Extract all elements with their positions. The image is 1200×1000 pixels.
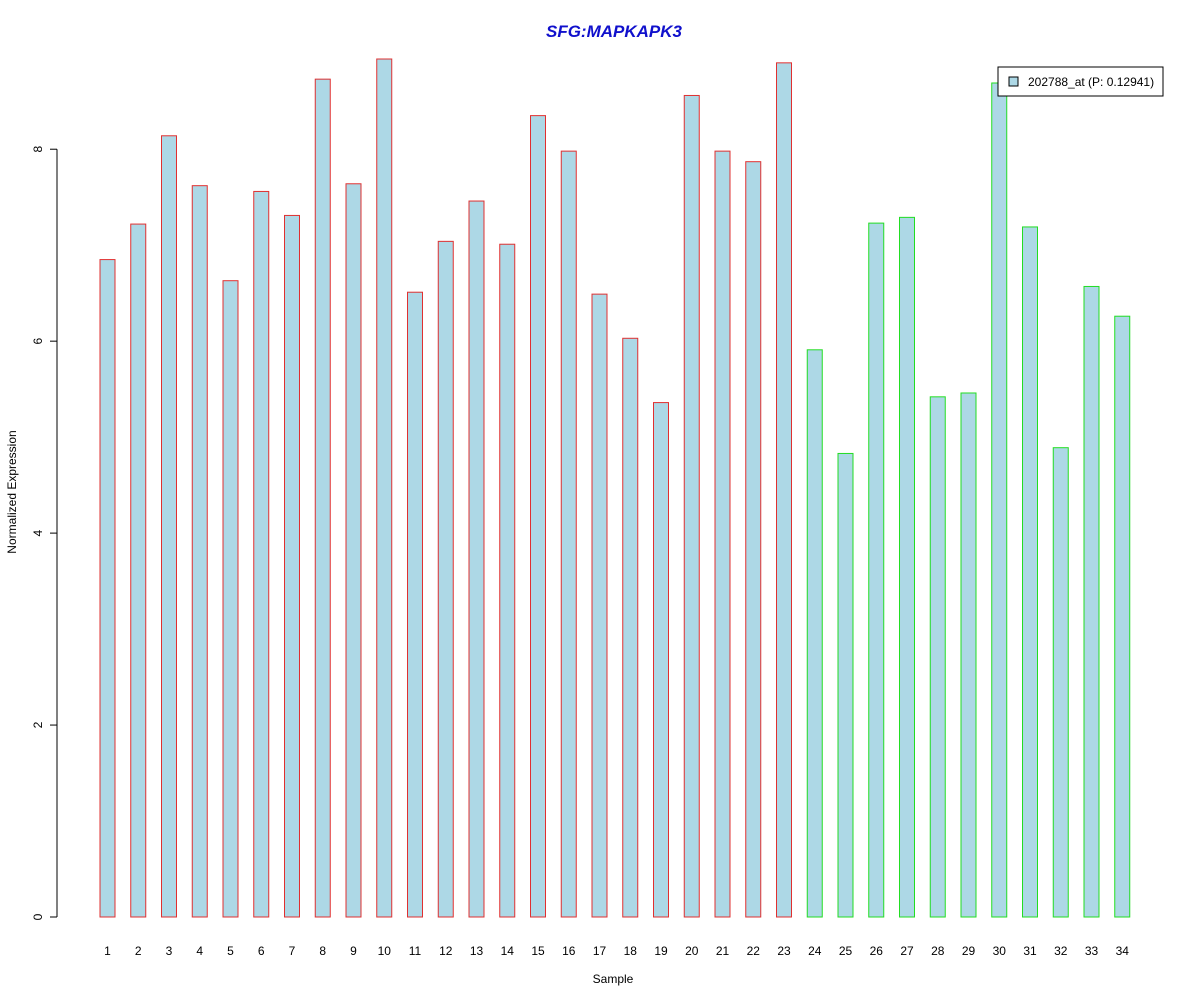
x-tick-label: 30 (993, 944, 1007, 958)
x-tick-label: 18 (624, 944, 638, 958)
x-tick-labels: 1 2 3 4 5 6 7 8 9 10 11 12 13 14 15 16 17 18 19 20 21 22 23 24 2… (104, 944, 1129, 958)
bar-sample-28 (929, 396, 946, 918)
y-axis: 0 2 4 6 8 (31, 146, 58, 920)
x-tick-label: 31 (1023, 944, 1037, 958)
x-tick-label: 2 (135, 944, 142, 958)
y-tick-label: 8 (31, 146, 45, 153)
y-tick-label: 4 (31, 529, 45, 536)
bar-sample-10 (376, 58, 393, 918)
x-tick-label: 13 (470, 944, 484, 958)
bar-sample-9 (345, 183, 362, 918)
x-tick-label: 4 (196, 944, 203, 958)
bar-sample-19 (653, 402, 669, 918)
bar-sample-27 (899, 216, 915, 918)
bar-sample-4 (191, 185, 208, 918)
x-tick-label: 6 (258, 944, 265, 958)
bar-sample-20 (683, 94, 700, 918)
bar-sample-30 (991, 82, 1008, 918)
x-tick-label: 19 (654, 944, 668, 958)
x-tick-label: 21 (716, 944, 730, 958)
x-tick-label: 10 (378, 944, 392, 958)
bars-group (99, 58, 1131, 918)
bar-sample-5 (222, 280, 239, 918)
x-tick-label: 15 (531, 944, 545, 958)
bar-sample-33 (1083, 285, 1100, 918)
bar-sample-3 (161, 135, 177, 918)
bar-sample-16 (560, 150, 577, 918)
x-tick-label: 17 (593, 944, 607, 958)
bar-sample-21 (714, 150, 731, 918)
legend-label: 202788_at (P: 0.12941) (1028, 75, 1154, 89)
bar-sample-31 (1022, 226, 1038, 918)
x-tick-label: 8 (319, 944, 326, 958)
x-tick-label: 32 (1054, 944, 1068, 958)
x-tick-label: 12 (439, 944, 453, 958)
x-tick-label: 3 (166, 944, 173, 958)
chart-title: SFG:MAPKAPK3 (546, 22, 683, 41)
bar-sample-25 (837, 452, 854, 918)
x-tick-label: 16 (562, 944, 576, 958)
bar-sample-15 (530, 115, 546, 918)
bar-sample-6 (253, 190, 270, 918)
bar-sample-14 (499, 243, 516, 918)
x-tick-label: 28 (931, 944, 945, 958)
bar-sample-8 (314, 78, 331, 918)
x-tick-label: 11 (409, 944, 422, 958)
y-axis-title: Normalized Expression (5, 430, 19, 553)
y-tick-label: 2 (31, 721, 45, 728)
bar-sample-1 (99, 259, 116, 918)
x-tick-label: 25 (839, 944, 853, 958)
bar-sample-29 (960, 392, 977, 918)
bar-sample-7 (284, 214, 300, 918)
x-tick-label: 27 (900, 944, 914, 958)
x-tick-label: 26 (870, 944, 884, 958)
x-tick-label: 5 (227, 944, 234, 958)
legend-box (997, 66, 1164, 97)
x-tick-label: 9 (350, 944, 357, 958)
bar-sample-32 (1052, 447, 1069, 918)
bar-sample-24 (806, 349, 823, 918)
x-tick-label: 7 (289, 944, 296, 958)
y-tick-label: 0 (31, 913, 45, 920)
bar-sample-2 (130, 223, 147, 918)
x-tick-label: 22 (747, 944, 761, 958)
y-tick-label: 6 (31, 338, 45, 345)
bar-sample-18 (622, 337, 639, 918)
bar-sample-11 (407, 291, 423, 918)
bar-sample-23 (776, 62, 792, 918)
x-axis-title: Sample (593, 972, 634, 986)
bar-sample-22 (745, 161, 762, 918)
x-tick-label: 23 (777, 944, 791, 958)
bar-sample-34 (1114, 315, 1131, 918)
x-tick-label: 34 (1116, 944, 1130, 958)
x-tick-label: 29 (962, 944, 976, 958)
x-tick-label: 14 (501, 944, 515, 958)
bar-sample-13 (468, 200, 485, 918)
legend-swatch (1008, 76, 1019, 87)
x-tick-label: 1 (104, 944, 111, 958)
bar-sample-17 (591, 293, 608, 918)
bar-sample-26 (868, 222, 885, 918)
x-tick-label: 20 (685, 944, 699, 958)
x-tick-label: 24 (808, 944, 822, 958)
legend: 202788_at (P: 0.12941) (997, 66, 1164, 97)
x-tick-label: 33 (1085, 944, 1099, 958)
bar-sample-12 (437, 240, 454, 918)
